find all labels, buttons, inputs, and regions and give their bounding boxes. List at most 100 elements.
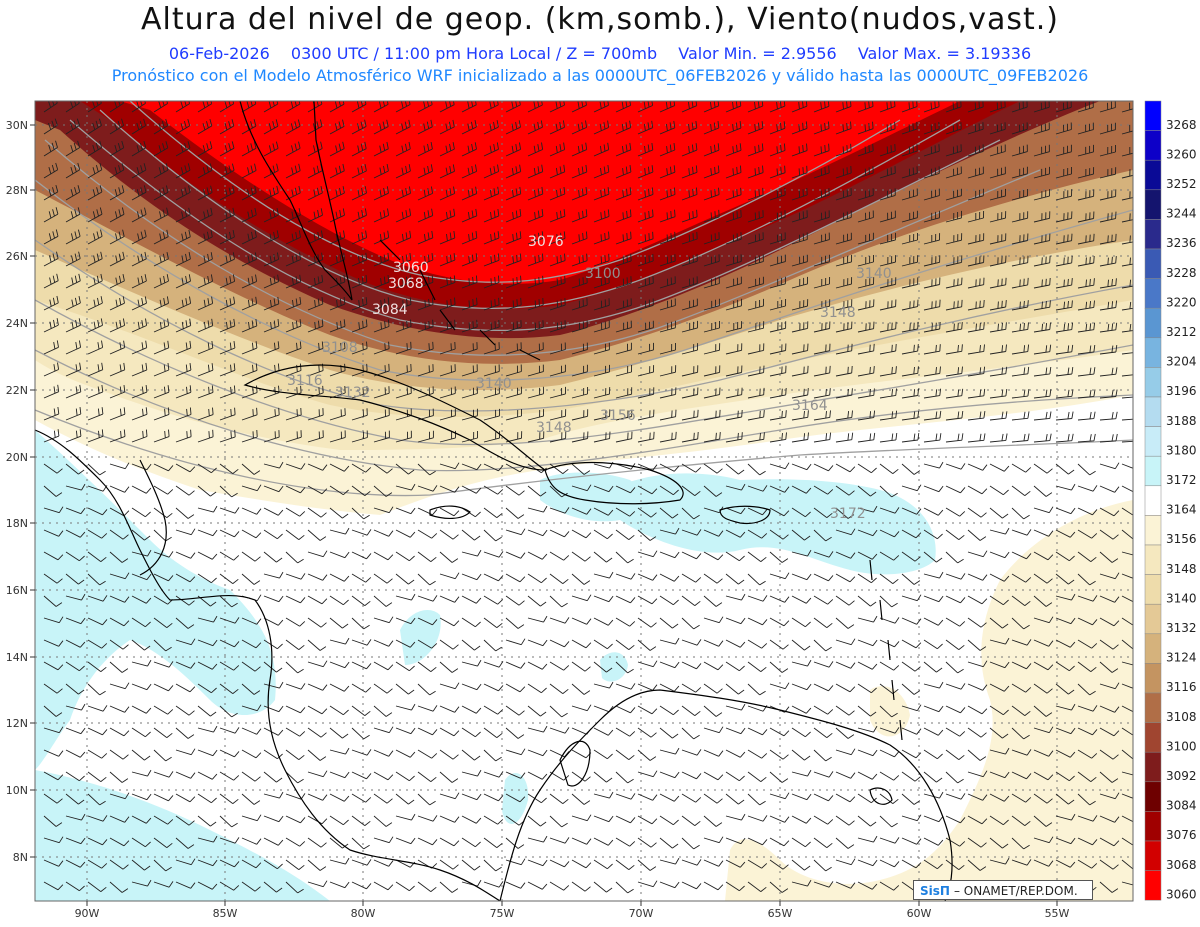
wind-barb [967, 388, 986, 399]
wind-barb [879, 321, 897, 333]
wind-barb [791, 879, 812, 887]
wind-barb [901, 727, 922, 735]
wind-barb [703, 343, 721, 355]
wind-barb [769, 485, 790, 493]
wind-barb [527, 101, 543, 113]
wind-barb [901, 463, 921, 475]
wind-barb [857, 551, 878, 560]
wind-barb [725, 165, 742, 179]
wind-barb [769, 387, 787, 399]
wind-barb [1033, 366, 1052, 377]
wind-barb [461, 727, 481, 738]
wind-barb [945, 705, 966, 714]
wind-barb [395, 529, 416, 538]
lon-label: 75W [490, 907, 515, 920]
wind-barb [285, 341, 302, 355]
wind-barb [1055, 233, 1073, 245]
wind-barb [593, 749, 613, 760]
wind-barb [241, 407, 258, 421]
wind-barb [373, 275, 390, 289]
colorbar-swatch [1144, 130, 1162, 161]
wind-barb [593, 639, 613, 650]
wind-barb [351, 101, 367, 113]
lesser-antilles [869, 559, 903, 741]
wind-barb [153, 639, 172, 652]
wind-barb [813, 815, 834, 825]
wind-barb [681, 749, 702, 756]
wind-barb [1077, 639, 1098, 649]
wind-barb [417, 551, 437, 562]
wind-barb [505, 231, 522, 245]
colorbar-label: 3244 [1166, 207, 1197, 221]
wind-barb [725, 121, 742, 135]
wind-barb [131, 549, 152, 557]
wind-barb [747, 143, 764, 157]
wind-barb [1011, 166, 1028, 179]
wind-barb [395, 297, 412, 311]
wind-barb [65, 483, 86, 491]
wind-barb [703, 859, 724, 867]
wind-barb [593, 837, 614, 846]
wind-barb [263, 705, 284, 713]
wind-barb [1121, 279, 1133, 289]
wind-barb [703, 529, 724, 537]
valid-time: 0300 UTC / 11:00 pm Hora Local / Z = 700… [290, 44, 658, 63]
wind-barb [1055, 661, 1075, 672]
wind-barb [769, 551, 789, 563]
wind-barb [87, 639, 108, 649]
wind-barb [615, 320, 632, 333]
wind-barb [637, 660, 658, 668]
wind-barb [813, 299, 831, 311]
wind-barb [43, 506, 64, 514]
wind-barb [483, 683, 504, 692]
wind-barb [989, 793, 1010, 802]
wind-barb [153, 429, 170, 443]
wind-barb [263, 507, 284, 516]
wind-barb [1121, 815, 1133, 823]
wind-barb [417, 253, 434, 267]
wind-barb [153, 163, 169, 179]
wind-barb [901, 683, 921, 695]
wind-barb [989, 573, 1010, 582]
wind-barb [703, 793, 723, 804]
wind-barb [153, 296, 169, 311]
wind-barb [989, 344, 1007, 355]
wind-barb [505, 485, 525, 496]
wind-barb [329, 527, 350, 535]
wind-barb [153, 407, 170, 421]
wind-barb [65, 793, 85, 805]
wind-barb [637, 187, 654, 201]
wind-barb [813, 210, 830, 223]
wind-barb [87, 229, 103, 245]
wind-barb [175, 463, 196, 473]
wind-barb [241, 163, 257, 179]
wind-barb [395, 661, 415, 672]
coastlines [35, 101, 953, 901]
wind-barb [1011, 815, 1031, 826]
wind-barb [615, 101, 632, 113]
wind-barb [967, 366, 986, 377]
wind-barb [879, 255, 897, 267]
wind-barb [329, 408, 346, 421]
wind-barb [43, 101, 58, 113]
wind-barb [659, 187, 676, 201]
wind-barb [395, 703, 416, 711]
wind-barb [241, 837, 262, 845]
wind-barb [43, 229, 59, 245]
wind-barb [945, 166, 962, 179]
contour-label: 3076 [528, 234, 564, 250]
wind-barb [835, 485, 855, 496]
wind-barb [945, 366, 963, 377]
wind-barb [285, 407, 302, 421]
wind-barb [879, 299, 897, 311]
wind-barb [109, 682, 130, 690]
wind-barb [395, 252, 412, 267]
wind-barb [1055, 727, 1076, 735]
wind-barb [1055, 771, 1075, 782]
wind-barb [637, 573, 658, 581]
wind-barb [131, 362, 148, 377]
wind-barb [263, 661, 283, 673]
wind-barb [593, 342, 610, 355]
wind-barb [703, 165, 720, 179]
